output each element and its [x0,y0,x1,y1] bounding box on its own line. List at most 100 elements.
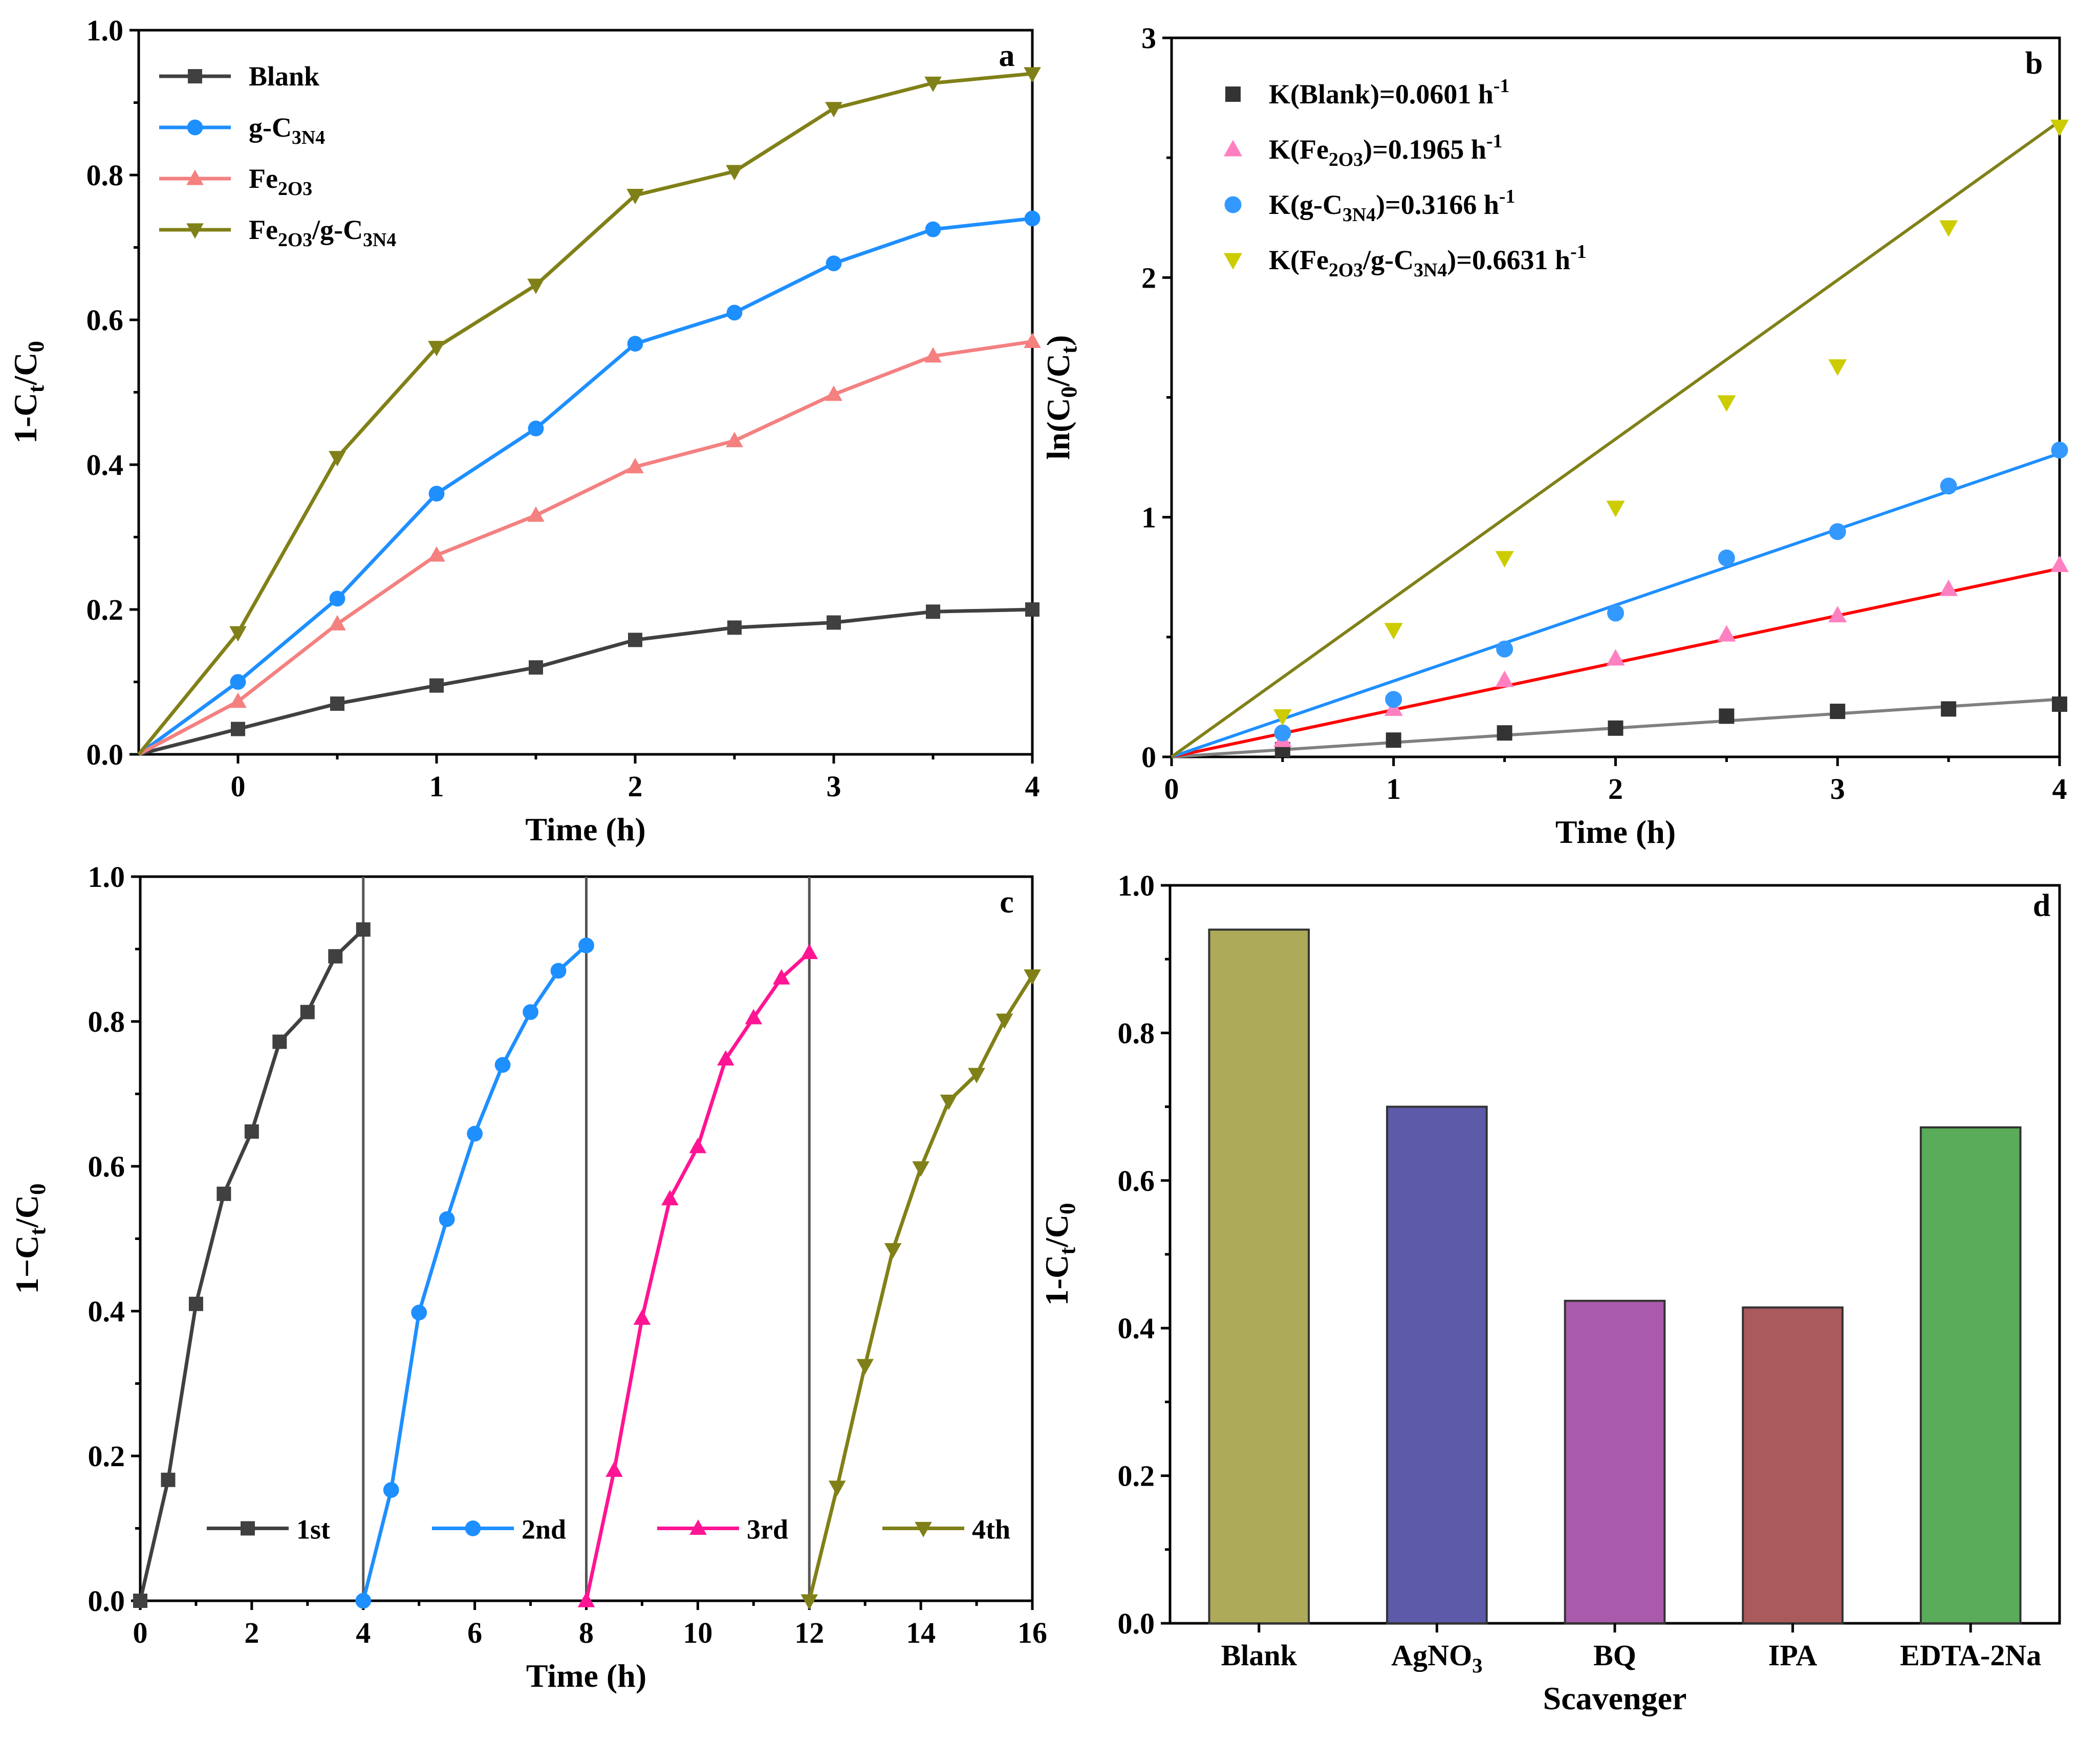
y-tick-label: 0.8 [1118,1016,1155,1050]
data-point [356,922,371,937]
data-point [428,486,445,502]
panel-d: 0.0 0.2 0.4 0.6 0.8 1.0 Blank AgNO3 BQ IPA EDTA-2N… [1038,869,2061,1716]
data-point [550,963,567,979]
bar-blank [1208,928,1310,1624]
data-point [1496,640,1513,658]
legend-label: K(g-C3N4)=0.3166 h-1 [1269,186,1515,226]
legend-marker [1224,253,1242,270]
data-point [1606,500,1625,517]
legend-label: 4th [972,1514,1010,1545]
data-point [188,1296,203,1311]
x-tick-label: 1 [429,770,444,803]
series-line [138,339,1033,756]
y-tick-label: 0.6 [88,1150,125,1183]
data-point [628,633,642,647]
x-tick-label: Blank [1221,1639,1297,1672]
data-point [995,1013,1013,1029]
data-point [1939,579,1958,596]
data-point [330,696,344,711]
legend-marker [1224,140,1242,157]
data-point [689,1138,707,1154]
data-point [1939,220,1958,237]
data-point [1495,551,1514,568]
data-point [772,969,790,985]
x-axis-title: Time (h) [525,811,645,847]
series-blank [138,602,1040,756]
y-tick-label: 0.4 [1118,1312,1155,1345]
data-point [626,189,644,205]
data-point [229,692,247,708]
y-tick-label: 2 [1141,261,1156,294]
legend-marker [1225,86,1241,102]
data-point [912,1161,929,1177]
data-point [633,1309,651,1325]
series-2nd [355,938,594,1609]
bar-ipa [1742,1306,1844,1624]
x-axis-title: Time (h) [1555,814,1676,850]
data-point [1829,523,1846,540]
x-axis-title: Time (h) [526,1658,646,1694]
panel-label: b [2025,46,2043,81]
y-tick-label: 0.0 [86,738,124,771]
y-tick-label: 0.0 [1118,1607,1155,1640]
series-line [137,72,1033,756]
data-point [1828,605,1847,623]
data-point [1606,649,1625,666]
data-point [329,451,346,467]
series-fe2o3 [138,332,1041,756]
bar-edta-2na [1919,1126,2022,1625]
legend-marker [1224,196,1242,213]
data-point [825,385,842,401]
y-tick-label: 0 [1141,741,1156,774]
legend: 1st 2nd 3rd 4th [207,1514,1010,1545]
data-point [1024,332,1041,349]
data-point [2051,442,2068,459]
x-tick-label: 3 [1830,772,1845,806]
data-point [244,1124,259,1139]
data-point [329,591,345,607]
data-point [428,546,445,562]
data-point [1717,625,1736,642]
legend-marker [915,1521,932,1537]
x-tick-label: 6 [467,1616,482,1649]
legend-marker [241,1521,255,1536]
data-point [1384,623,1403,640]
x-tick-label: 4 [2052,772,2067,806]
data-point [577,1592,595,1607]
series-k-fe2o3-0-1965-h-1 [1171,555,2069,758]
legend-marker [689,1519,707,1535]
data-point [627,336,643,352]
data-point [1607,604,1624,622]
series-1st [133,922,371,1608]
data-point [726,431,743,447]
data-point [328,949,343,964]
y-tick-label: 0.2 [88,1440,125,1473]
data-point [924,76,942,92]
x-tick-label: 2 [1608,772,1623,806]
data-point [494,1057,511,1073]
data-point [329,615,346,630]
data-point [1273,709,1292,726]
data-point [726,165,743,181]
panel-b: 0 1 2 3 0 1 2 3 4 Time (h) ln(C0/Ct) b K(Blank)=0.06… [1040,21,2069,850]
x-tick-label: 14 [906,1616,936,1649]
x-tick-label: 16 [1017,1616,1047,1649]
data-point [727,620,742,635]
data-point [1719,708,1735,724]
x-tick-label: 8 [579,1616,594,1649]
x-tick-label: 2 [628,770,643,803]
x-tick-label: BQ [1593,1639,1636,1672]
data-point [800,1594,818,1610]
legend-label: g-C3N4 [249,112,325,148]
series-line [138,928,365,1601]
data-point [800,944,818,960]
data-point [429,678,444,693]
data-point [1024,67,1041,83]
data-point [2050,555,2069,572]
x-tick-label: 3 [827,770,841,803]
series-line [361,944,588,1601]
x-tick-label: 0 [231,770,246,803]
data-point [1608,720,1623,736]
x-tick-label: 4 [356,1616,371,1649]
